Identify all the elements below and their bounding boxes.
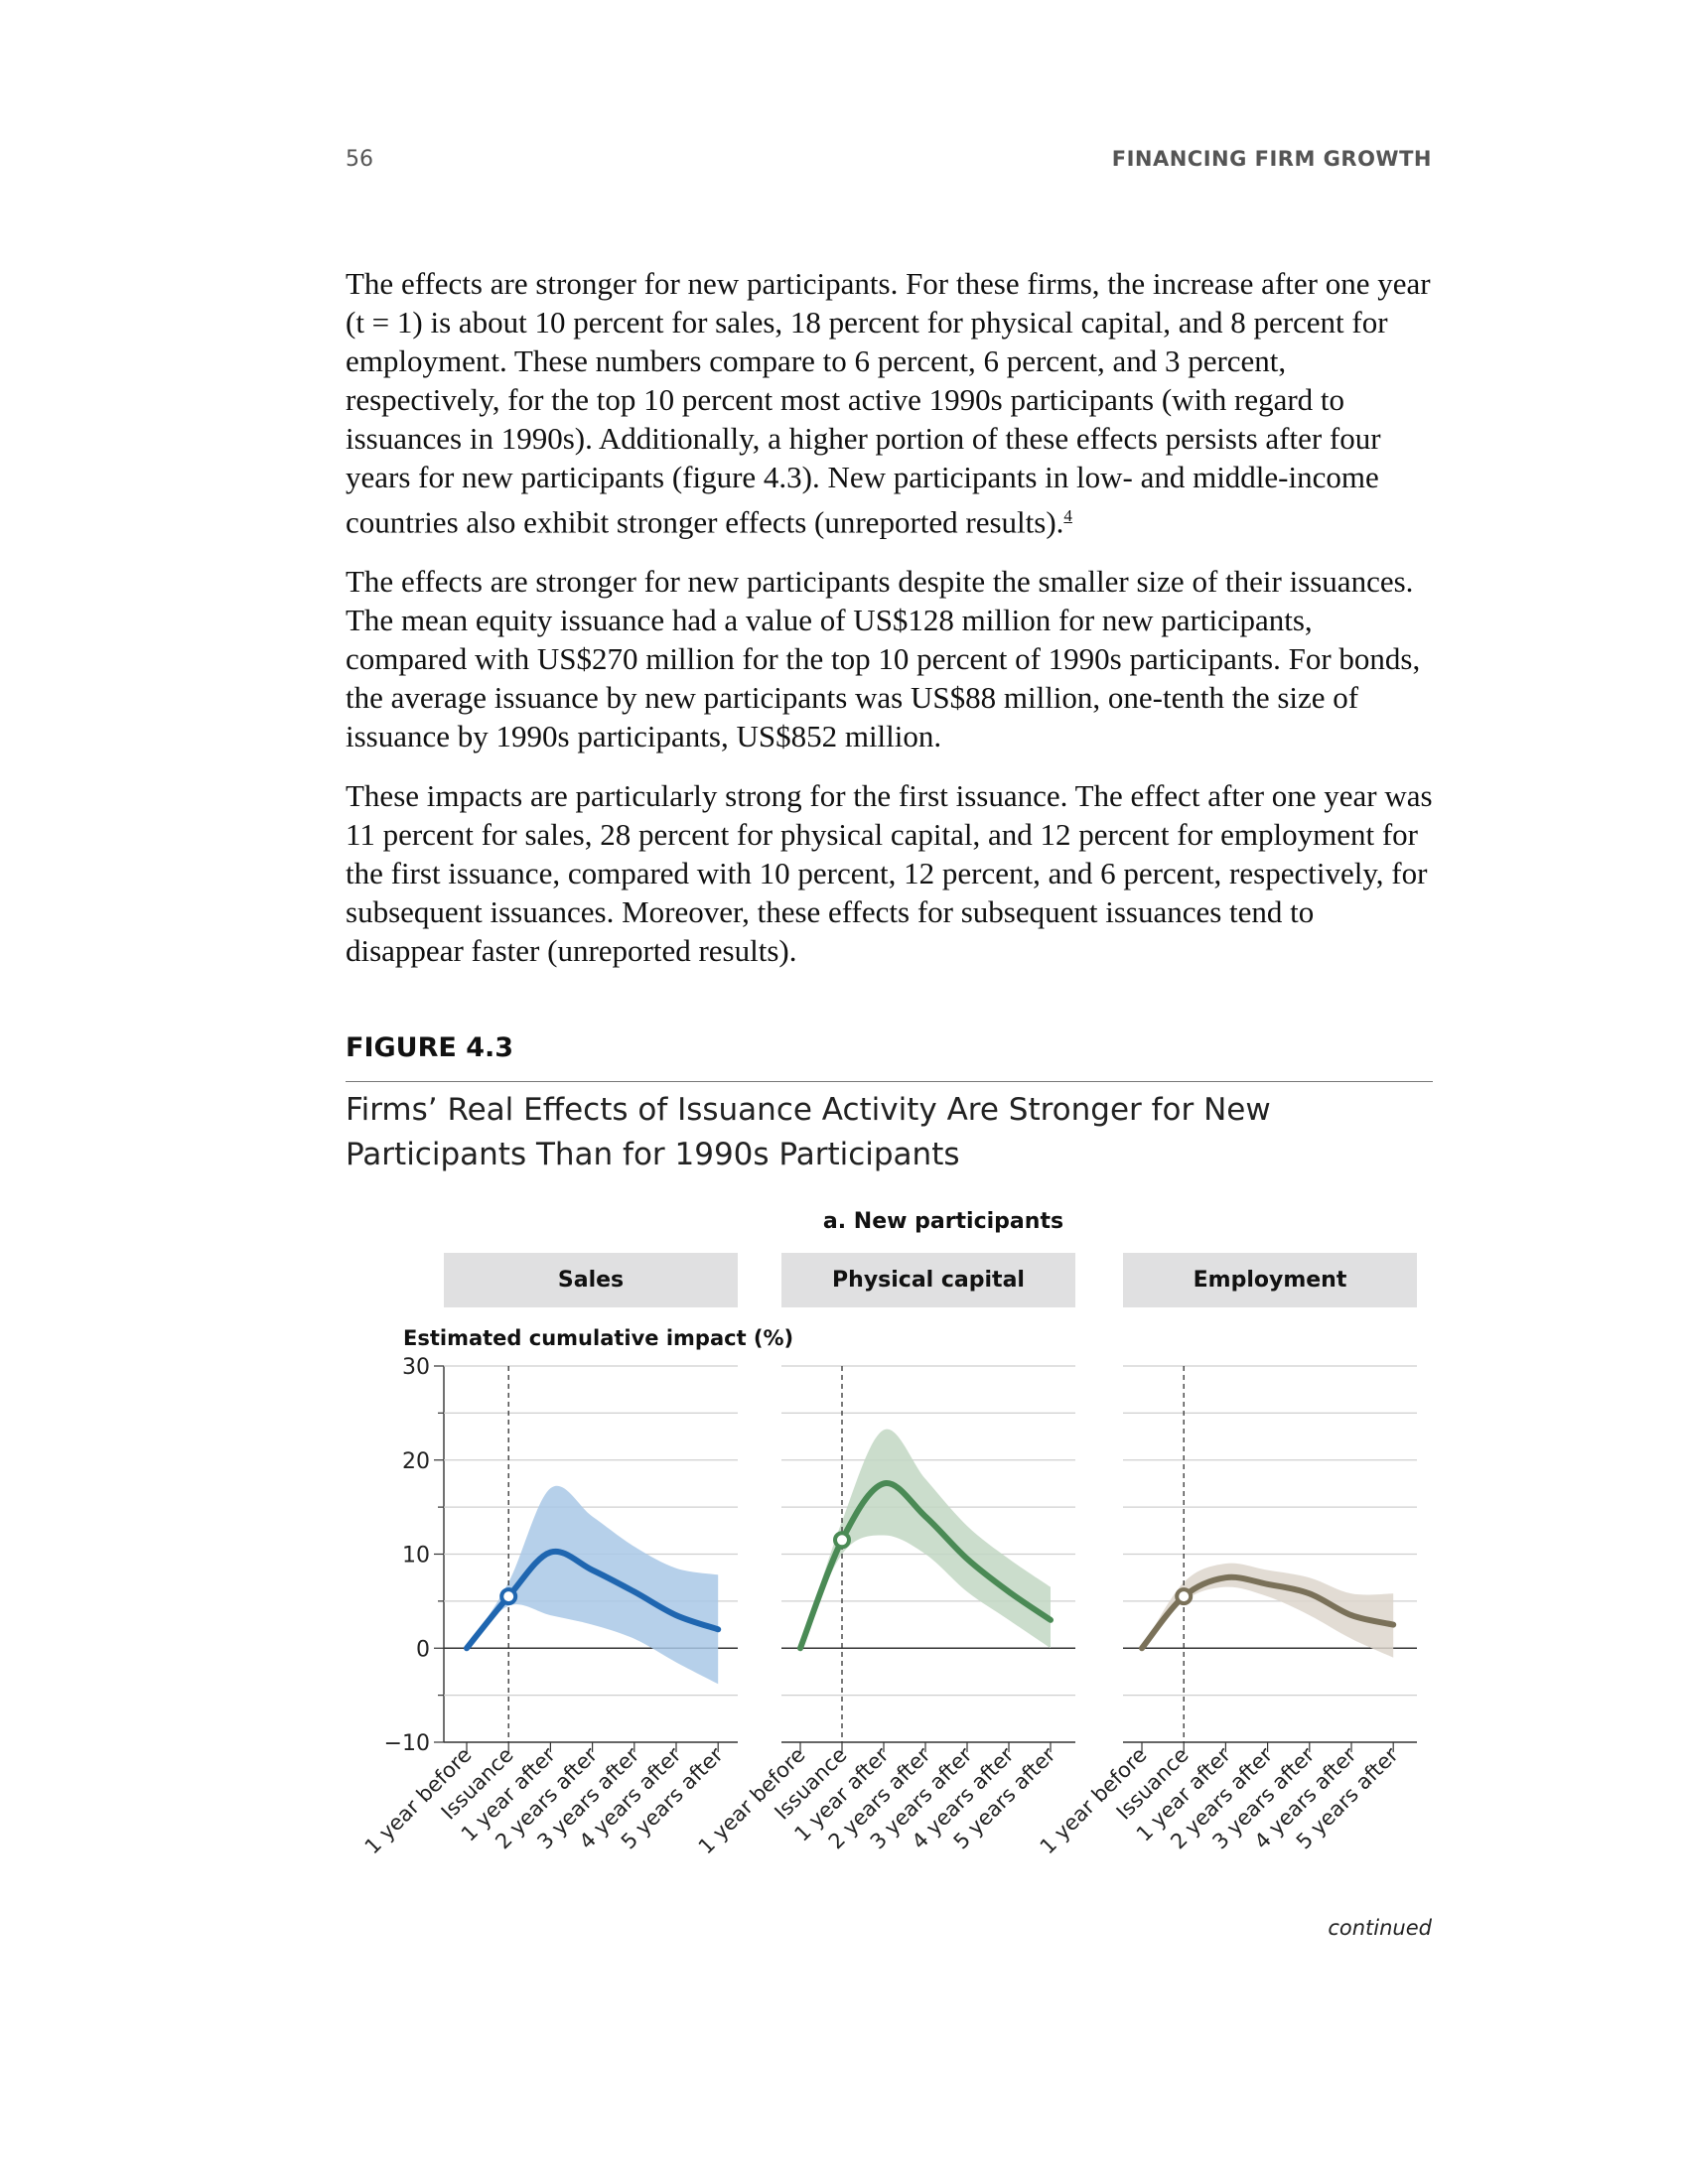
paragraph-1: The effects are stronger for new partici… [346, 264, 1438, 541]
body-text: The effects are stronger for new partici… [346, 264, 1438, 991]
y-axis-title: Estimated cumulative impact (%) [403, 1326, 794, 1350]
paragraph-1-text: The effects are stronger for new partici… [346, 266, 1431, 540]
paragraph-2: The effects are stronger for new partici… [346, 564, 1421, 754]
facet-header-sales: Sales [444, 1253, 738, 1307]
figure-rule [346, 1081, 1433, 1082]
facet-header-physical-capital: Physical capital [781, 1253, 1075, 1307]
panel-title: a. New participants [822, 1209, 1064, 1234]
y-tick-label: 10 [402, 1544, 430, 1569]
figure-title: Firms’ Real Effects of Issuance Activity… [346, 1092, 1271, 1172]
y-tick-label: −10 [384, 1731, 430, 1756]
issuance-marker [499, 1587, 518, 1606]
confidence-band [800, 1429, 1051, 1649]
footnote-ref[interactable]: 4 [1063, 506, 1072, 525]
series-line [797, 1480, 1054, 1652]
page-number: 56 [346, 147, 373, 172]
confidence-band [467, 1485, 719, 1685]
facet-header-employment: Employment [1123, 1253, 1417, 1307]
confidence-band [1142, 1563, 1394, 1658]
y-tick-label: 0 [416, 1637, 430, 1662]
paragraph-3: These impacts are particularly strong fo… [346, 778, 1433, 969]
continued-note: continued [1328, 1916, 1432, 1940]
figure-label: FIGURE 4.3 [346, 1032, 514, 1063]
y-tick-label: 20 [402, 1449, 430, 1474]
running-head: FINANCING FIRM GROWTH [1111, 147, 1432, 171]
y-tick-label: 30 [402, 1355, 430, 1380]
issuance-marker [1175, 1587, 1194, 1606]
issuance-marker [833, 1531, 851, 1550]
